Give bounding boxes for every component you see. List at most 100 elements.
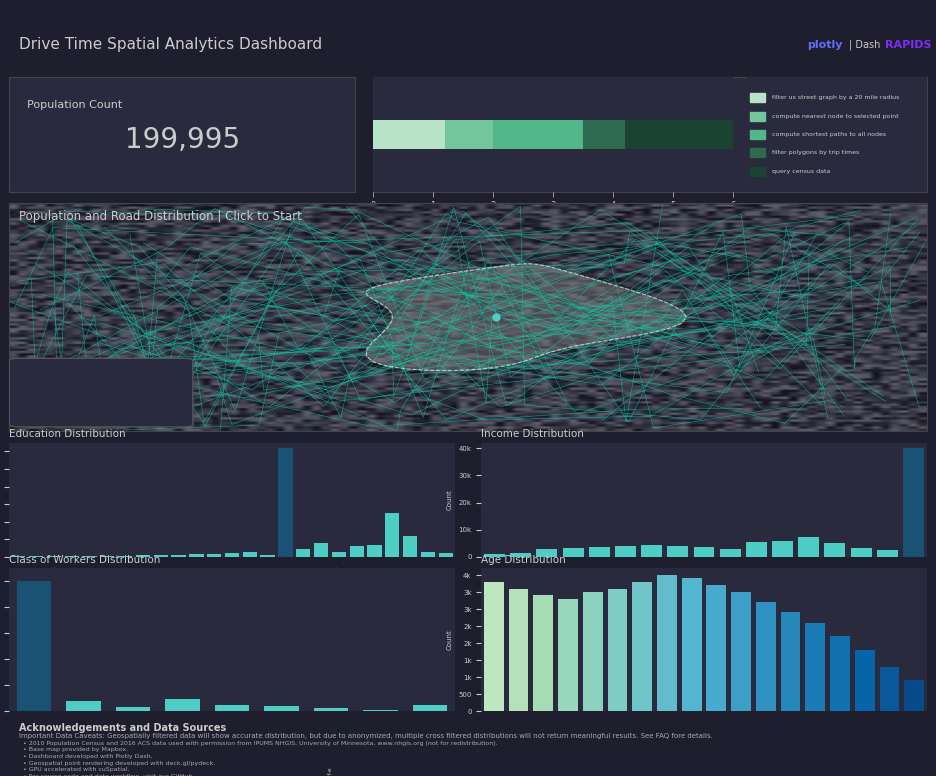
Bar (214, 705, 249, 711)
Bar (825, 543, 845, 557)
Bar (264, 706, 299, 711)
Bar (136, 556, 150, 557)
Text: Class of Workers Distribution: Class of Workers Distribution (9, 555, 161, 565)
Bar (563, 549, 583, 557)
Bar (583, 592, 603, 711)
Bar (625, 120, 733, 149)
Bar (880, 667, 899, 711)
Text: Income Distribution: Income Distribution (481, 429, 584, 439)
Text: • For source code and data workflow, visit our GitHub.: • For source code and data workflow, vis… (23, 774, 195, 776)
Bar (615, 546, 636, 557)
Bar (751, 130, 765, 139)
Text: • Dashboard developed with Plotly Dash.: • Dashboard developed with Plotly Dash. (23, 754, 153, 759)
Bar (242, 552, 257, 557)
Text: Population and Road Distribution | Click to Start: Population and Road Distribution | Click… (19, 210, 301, 223)
Bar (536, 549, 557, 557)
Bar (100, 556, 114, 557)
Bar (260, 555, 275, 557)
Text: 199,995: 199,995 (124, 126, 240, 154)
Bar (855, 650, 874, 711)
Bar (154, 556, 168, 557)
Y-axis label: Count: Count (447, 490, 453, 510)
Text: 25: 25 (28, 381, 37, 387)
Bar (851, 549, 871, 557)
Bar (484, 582, 504, 711)
Text: | Dash: | Dash (849, 40, 880, 50)
Bar (314, 543, 329, 557)
Bar (657, 575, 677, 711)
Text: Acknowledgements and Data Sources: Acknowledgements and Data Sources (19, 723, 226, 733)
Bar (508, 589, 528, 711)
Y-axis label: Count: Count (446, 629, 453, 650)
Bar (772, 541, 793, 557)
Text: filter us street graph by a 20 mile radius: filter us street graph by a 20 mile radi… (772, 95, 899, 100)
Bar (641, 545, 662, 557)
Bar (17, 581, 51, 711)
Bar (731, 592, 751, 711)
Bar (798, 536, 819, 557)
Bar (207, 554, 221, 557)
Bar (189, 554, 203, 557)
Polygon shape (366, 264, 686, 370)
Text: • Base map provided by Mapbox.: • Base map provided by Mapbox. (23, 747, 128, 752)
Text: 20 minutes: 20 minutes (28, 411, 67, 417)
Bar (166, 699, 200, 711)
Bar (903, 448, 924, 557)
Bar (781, 612, 800, 711)
Text: plotly: plotly (808, 40, 843, 50)
Bar (373, 120, 446, 149)
Text: filter polygons by trip times: filter polygons by trip times (772, 151, 859, 155)
Bar (534, 595, 553, 711)
Bar (751, 148, 765, 158)
Text: Population Count: Population Count (26, 100, 122, 110)
Bar (632, 582, 652, 711)
Bar (877, 550, 898, 557)
Text: Trip Time: Trip Time (28, 395, 63, 404)
Bar (386, 513, 400, 557)
Bar (278, 448, 293, 557)
Bar (331, 552, 346, 557)
Bar (904, 681, 924, 711)
Text: Average Speed: Average Speed (28, 363, 85, 372)
Bar (439, 553, 453, 557)
Bar (296, 549, 311, 557)
Text: query census data: query census data (772, 168, 830, 174)
Bar (558, 599, 578, 711)
Bar (830, 636, 850, 711)
Bar (65, 556, 79, 557)
Bar (11, 556, 25, 557)
Bar (421, 552, 435, 557)
Bar (751, 112, 765, 121)
Bar (607, 589, 627, 711)
Bar (681, 578, 701, 711)
FancyBboxPatch shape (9, 359, 193, 427)
Bar (82, 556, 96, 557)
Bar (589, 546, 609, 557)
Bar (746, 542, 767, 557)
Bar (413, 705, 447, 711)
Text: Drive Time Spatial Analytics Dashboard: Drive Time Spatial Analytics Dashboard (19, 37, 322, 52)
Bar (66, 701, 101, 711)
Bar (484, 554, 505, 557)
Bar (446, 120, 493, 149)
Bar (171, 555, 185, 557)
Bar (367, 545, 382, 557)
Text: Compute Time (seconds): Compute Time (seconds) (385, 91, 523, 101)
Bar (707, 585, 726, 711)
Bar (583, 120, 625, 149)
Text: RAPIDS: RAPIDS (885, 40, 932, 50)
Bar (694, 548, 714, 557)
Text: Important Data Caveats: Geospatially filtered data will show accurate distributi: Important Data Caveats: Geospatially fil… (19, 733, 712, 739)
Text: compute shortest paths to all nodes: compute shortest paths to all nodes (772, 132, 886, 137)
Text: • 2010 Population Census and 2016 ACS data used with permission from IPUMS NHGIS: • 2010 Population Census and 2016 ACS da… (23, 740, 498, 746)
Bar (493, 120, 583, 149)
Bar (720, 549, 740, 557)
Bar (756, 602, 776, 711)
Bar (314, 708, 348, 711)
Bar (349, 546, 364, 557)
Text: Age Distribution: Age Distribution (481, 555, 566, 565)
Bar (751, 93, 765, 102)
Bar (116, 707, 151, 711)
Bar (118, 556, 132, 557)
Bar (403, 536, 417, 557)
